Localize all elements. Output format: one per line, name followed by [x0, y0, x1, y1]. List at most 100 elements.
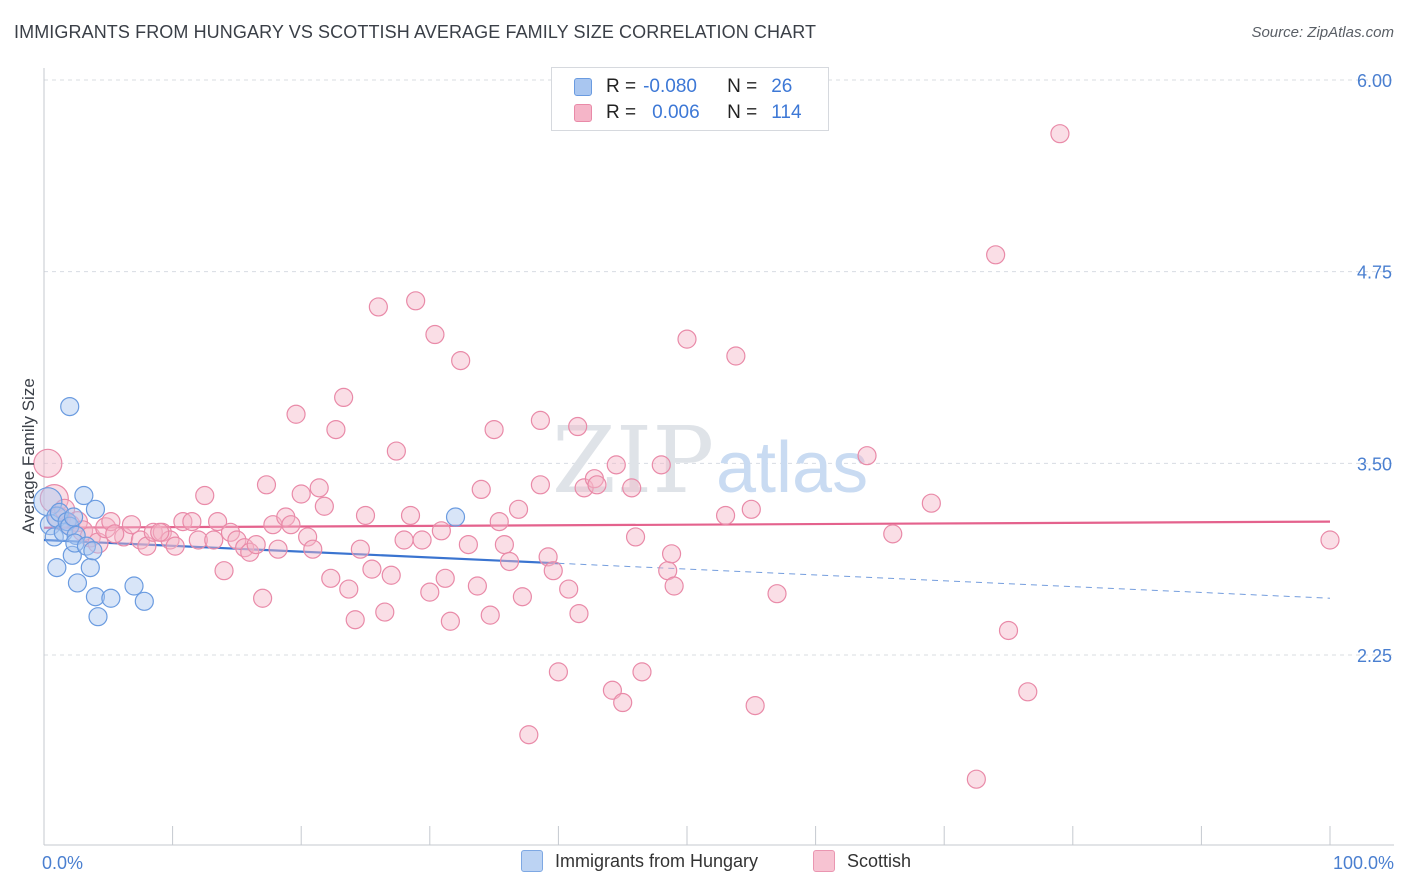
x-tick-label: 100.0% [1333, 853, 1394, 873]
r-value: 0.006 [652, 102, 700, 123]
scottish-point [208, 511, 228, 532]
axes: 2.25 3.50 4.75 6.00 0.0% 100.0% [42, 68, 1394, 873]
data-points [33, 124, 1340, 789]
hungary-point [44, 527, 64, 547]
scottish-point [160, 530, 180, 550]
hungary-point [134, 591, 154, 611]
watermark: ZIP atlas [552, 407, 868, 514]
hungary-point [67, 573, 88, 593]
grid [44, 79, 1394, 656]
scottish-point [400, 505, 421, 526]
scottish-point [606, 455, 626, 475]
hungary-point [85, 587, 106, 607]
hungary-point [445, 507, 466, 527]
scottish-point [188, 530, 208, 550]
scottish-point [204, 530, 224, 550]
scottish-point [741, 499, 761, 519]
scottish-point [321, 568, 341, 588]
legend-item-hungary[interactable]: Immigrants from Hungary [521, 850, 758, 872]
scottish-point [767, 584, 787, 604]
scottish-trend-line [43, 520, 1331, 529]
r-label: R = [606, 102, 637, 123]
n-value: 26 [771, 76, 793, 97]
scottish-point [857, 446, 877, 466]
scottish-point [425, 324, 445, 345]
hungary-point [124, 576, 144, 596]
hungary-point [80, 557, 100, 578]
stats-legend: R = -0.080 N = 26 R = 0.006 N = 114 [551, 67, 829, 131]
scottish-point [253, 588, 273, 608]
scottish-point [569, 603, 589, 624]
legend-item-scottish[interactable]: Scottish [813, 850, 911, 872]
scottish-point [350, 539, 370, 559]
scottish-point [499, 551, 520, 572]
hungary-point [47, 557, 67, 578]
scottish-point [386, 441, 406, 461]
scottish-point [435, 568, 455, 588]
scottish-point [326, 420, 346, 440]
stats-row-hungary: R = -0.080 N = 26 [574, 74, 792, 100]
scottish-swatch-icon [574, 104, 592, 122]
scottish-point [339, 579, 359, 599]
scottish-point [451, 351, 471, 371]
scottish-point [314, 496, 334, 516]
scottish-point [303, 539, 323, 559]
scottish-point [182, 511, 202, 532]
scottish-point [33, 448, 63, 478]
scottish-point [412, 530, 432, 550]
scottish-point [1018, 682, 1038, 702]
scottish-point [715, 505, 736, 526]
hungary-swatch-icon [574, 78, 592, 96]
scottish-point [559, 579, 579, 599]
scottish-point [548, 662, 569, 682]
scottish-point [291, 484, 311, 504]
scottish-point [334, 387, 354, 407]
scottish-point [286, 404, 306, 424]
scottish-point [587, 475, 607, 495]
scottish-point [165, 536, 185, 556]
scottish-point [602, 680, 623, 700]
watermark-atlas: atlas [716, 428, 868, 508]
scottish-point [530, 410, 550, 430]
scottish-point [440, 611, 460, 631]
r-label: R = [606, 76, 637, 97]
hungary-point [101, 588, 121, 608]
scottish-point [246, 534, 266, 555]
stats-row-scottish: R = 0.006 N = 114 [574, 100, 802, 126]
legend-label-hungary: Immigrants from Hungary [555, 850, 759, 871]
scottish-point [489, 511, 509, 532]
scottish-point [471, 479, 491, 499]
scottish-point [512, 587, 532, 607]
scottish-point [883, 524, 903, 544]
scottish-point [345, 610, 365, 630]
scottish-point [431, 521, 451, 541]
y-tick-label: 2.25 [1357, 646, 1392, 666]
scottish-point [622, 478, 642, 498]
hungary-point [63, 507, 84, 527]
scottish-point [519, 725, 539, 745]
hungary-point [74, 485, 94, 506]
scottish-point [309, 478, 329, 498]
scottish-point [1320, 530, 1340, 550]
legend-label-scottish: Scottish [847, 850, 912, 871]
y-tick-label: 6.00 [1357, 71, 1392, 91]
scottish-point [268, 539, 288, 559]
hungary-point [33, 487, 63, 517]
scottish-point [105, 524, 125, 544]
scottish-point [966, 769, 986, 789]
scottish-point [986, 245, 1006, 265]
scottish-point [568, 416, 588, 437]
scottish-point [613, 692, 633, 713]
scottish-point [281, 515, 301, 535]
scottish-point [625, 527, 646, 547]
scottish-point [240, 542, 260, 562]
scottish-point [362, 559, 382, 579]
scottish-point [375, 602, 395, 622]
n-label: N = [727, 76, 758, 97]
scottish-point [420, 582, 440, 602]
scottish-point [664, 576, 684, 596]
scottish-point [256, 475, 277, 495]
scottish-point [745, 695, 765, 716]
scottish-point [101, 511, 121, 532]
